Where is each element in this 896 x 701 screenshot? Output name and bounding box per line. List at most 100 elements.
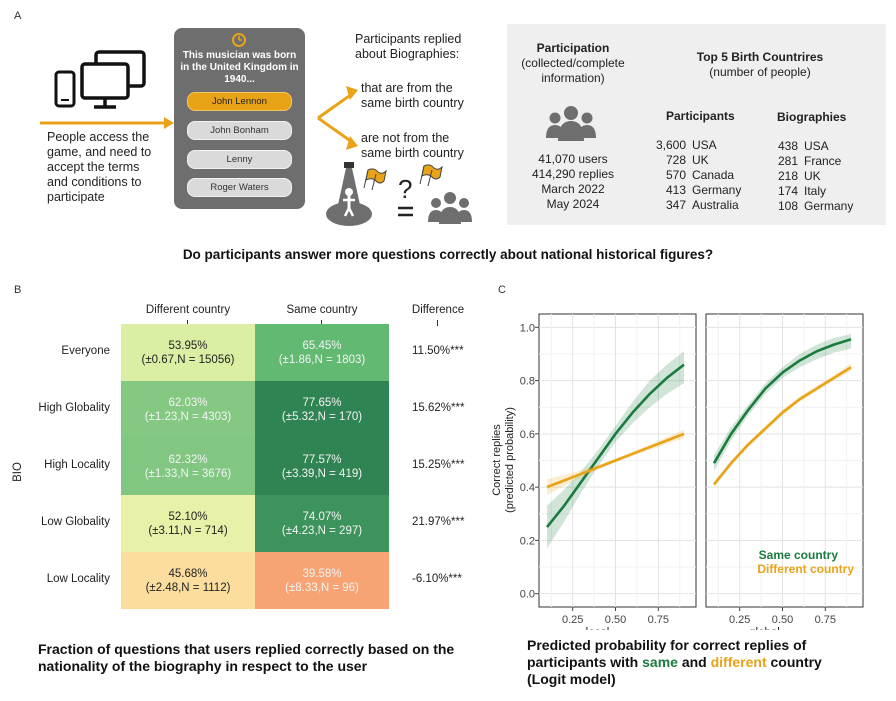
participation-subtitle: (collected/complete (521, 56, 625, 70)
access-line: game, and need to (47, 145, 152, 159)
participation-block: Participation (collected/complete inform… (510, 41, 636, 86)
quiz-question: This musician was born in the United Kin… (180, 50, 299, 85)
cell-value: 45.68% (168, 567, 208, 580)
cell-value: 65.45% (302, 339, 342, 352)
x-tick (437, 320, 438, 326)
x-tick (321, 320, 322, 326)
count: 728 (665, 153, 686, 167)
country: Australia (692, 198, 739, 212)
fork-arrow-icon (317, 86, 358, 150)
y-tick-label: 0.4 (520, 482, 535, 494)
cell-ci: (±4.23,N = 297) (281, 524, 363, 537)
cell-ci: (±0.67,N = 15056) (141, 353, 235, 366)
y-tick-label: 0.2 (520, 535, 535, 547)
line-chart: Correct replies(predicted probability) 0.… (491, 313, 864, 630)
country: Italy (804, 184, 827, 198)
top5-header: Top 5 Birth Countrires (number of people… (660, 50, 860, 80)
count: 413 (665, 183, 686, 197)
count: 174 (777, 184, 798, 198)
cell-value: 77.57% (302, 453, 342, 466)
list-item: 570 Canada (652, 168, 741, 183)
x-tick-label: 0.50 (772, 614, 793, 626)
row-label: Low Locality (46, 572, 110, 585)
participants-list: 3,600 USA 728 UK 570 Canada 413 Germany 347 A… (652, 138, 741, 213)
top5-subtitle: (number of people) (709, 65, 811, 79)
quiz-option-john-bonham[interactable]: John Bonham (187, 121, 292, 140)
quiz-card: This musician was born in the United Kin… (174, 28, 305, 209)
replied-line: about Biographies: (355, 47, 460, 61)
stat-replies: 414,290 replies (531, 167, 615, 181)
list-item: 174 Italy (772, 184, 853, 199)
difference-value: 15.62%*** (412, 401, 465, 414)
list-item: 438 USA (772, 139, 853, 154)
confidence-band (547, 351, 684, 549)
y-axis-label: Correct replies(predicted probability) (491, 407, 516, 513)
heatmap-cell: 45.68% (±2.48,N = 1112) (121, 552, 255, 609)
stat-users: 41,070 users (538, 152, 608, 166)
top5-title: Top 5 Birth Countrires (696, 50, 824, 64)
list-item: 281 France (772, 154, 853, 169)
caption-same-word: same (642, 654, 678, 670)
heatmap-cell: 62.03% (±1.23,N = 4303) (121, 381, 255, 438)
same-line: that are from the (361, 81, 453, 95)
country: Canada (692, 168, 735, 182)
arrow-right-icon (40, 117, 174, 129)
count: 570 (665, 168, 686, 182)
x-tick (187, 320, 188, 326)
not-same-line: same birth country (361, 146, 464, 160)
heatmap-cell: 39.58% (±8.33,N = 96) (255, 552, 389, 609)
participants-label: Participants (666, 109, 735, 123)
caption-different-word: different (710, 654, 767, 670)
count: 438 (777, 139, 798, 153)
replied-line: Participants replied (355, 32, 462, 46)
clock-icon (232, 33, 246, 47)
x-tick-label: 0.75 (815, 614, 836, 626)
cell-ci: (±5.32,N = 170) (281, 410, 363, 423)
cell-value: 77.65% (302, 396, 342, 409)
quiz-option-lenny[interactable]: Lenny (187, 150, 292, 169)
access-text: People access the game, and need to acce… (47, 130, 167, 205)
caption-line: Predicted probability for correct replie… (527, 637, 807, 653)
caption-text: and (677, 654, 711, 670)
access-line: participate (47, 190, 105, 204)
cell-value: 62.03% (168, 396, 208, 409)
count: 281 (777, 154, 798, 168)
legend-same-country: Same country (759, 548, 839, 562)
col-header-same: Same country (286, 304, 358, 316)
access-line: accept the terms (47, 160, 140, 174)
cell-value: 52.10% (168, 510, 208, 523)
panel-b-caption: Fraction of questions that users replied… (38, 641, 478, 675)
x-axis-label: local (586, 627, 610, 630)
quiz-option-john-lennon[interactable]: John Lennon (187, 92, 292, 111)
row-label: Low Globality (40, 515, 110, 528)
difference-value: 21.97%*** (412, 515, 465, 528)
cell-ci: (±1.86,N = 1803) (278, 353, 366, 366)
list-item: 728 UK (652, 153, 741, 168)
cell-ci: (±3.11,N = 714) (148, 524, 228, 537)
cell-ci: (±3.39,N = 419) (281, 467, 363, 480)
count: 218 (777, 169, 798, 183)
series-line (712, 366, 852, 486)
question-mark-icon: ? (398, 174, 412, 204)
quiz-option-roger-waters[interactable]: Roger Waters (187, 178, 292, 197)
series-line (545, 363, 685, 528)
group-icon (428, 192, 472, 224)
country: USA (804, 139, 829, 153)
y-tick-label: 1.0 (520, 322, 535, 334)
participation-title: Participation (536, 41, 610, 55)
difference-value: 15.25%*** (412, 458, 465, 471)
heatmap-cell: 53.95% (±0.67,N = 15056) (121, 324, 255, 381)
x-tick-label: 0.50 (605, 614, 626, 626)
list-item: 108 Germany (772, 199, 853, 214)
row-label: Everyone (61, 344, 110, 357)
not-same-country-text: are not from the same birth country (361, 131, 464, 161)
x-axis-label: global (749, 627, 780, 630)
flags-icon (363, 168, 387, 191)
series-line (546, 432, 685, 489)
cell-value: 53.95% (168, 339, 208, 352)
heatmap-cell: 62.32% (±1.33,N = 3676) (121, 438, 255, 495)
caption-text: participants with (527, 654, 643, 670)
heatmap-cell: 52.10% (±3.11,N = 714) (121, 495, 255, 552)
flags-icon-2 (419, 164, 443, 187)
series-line (712, 338, 852, 464)
